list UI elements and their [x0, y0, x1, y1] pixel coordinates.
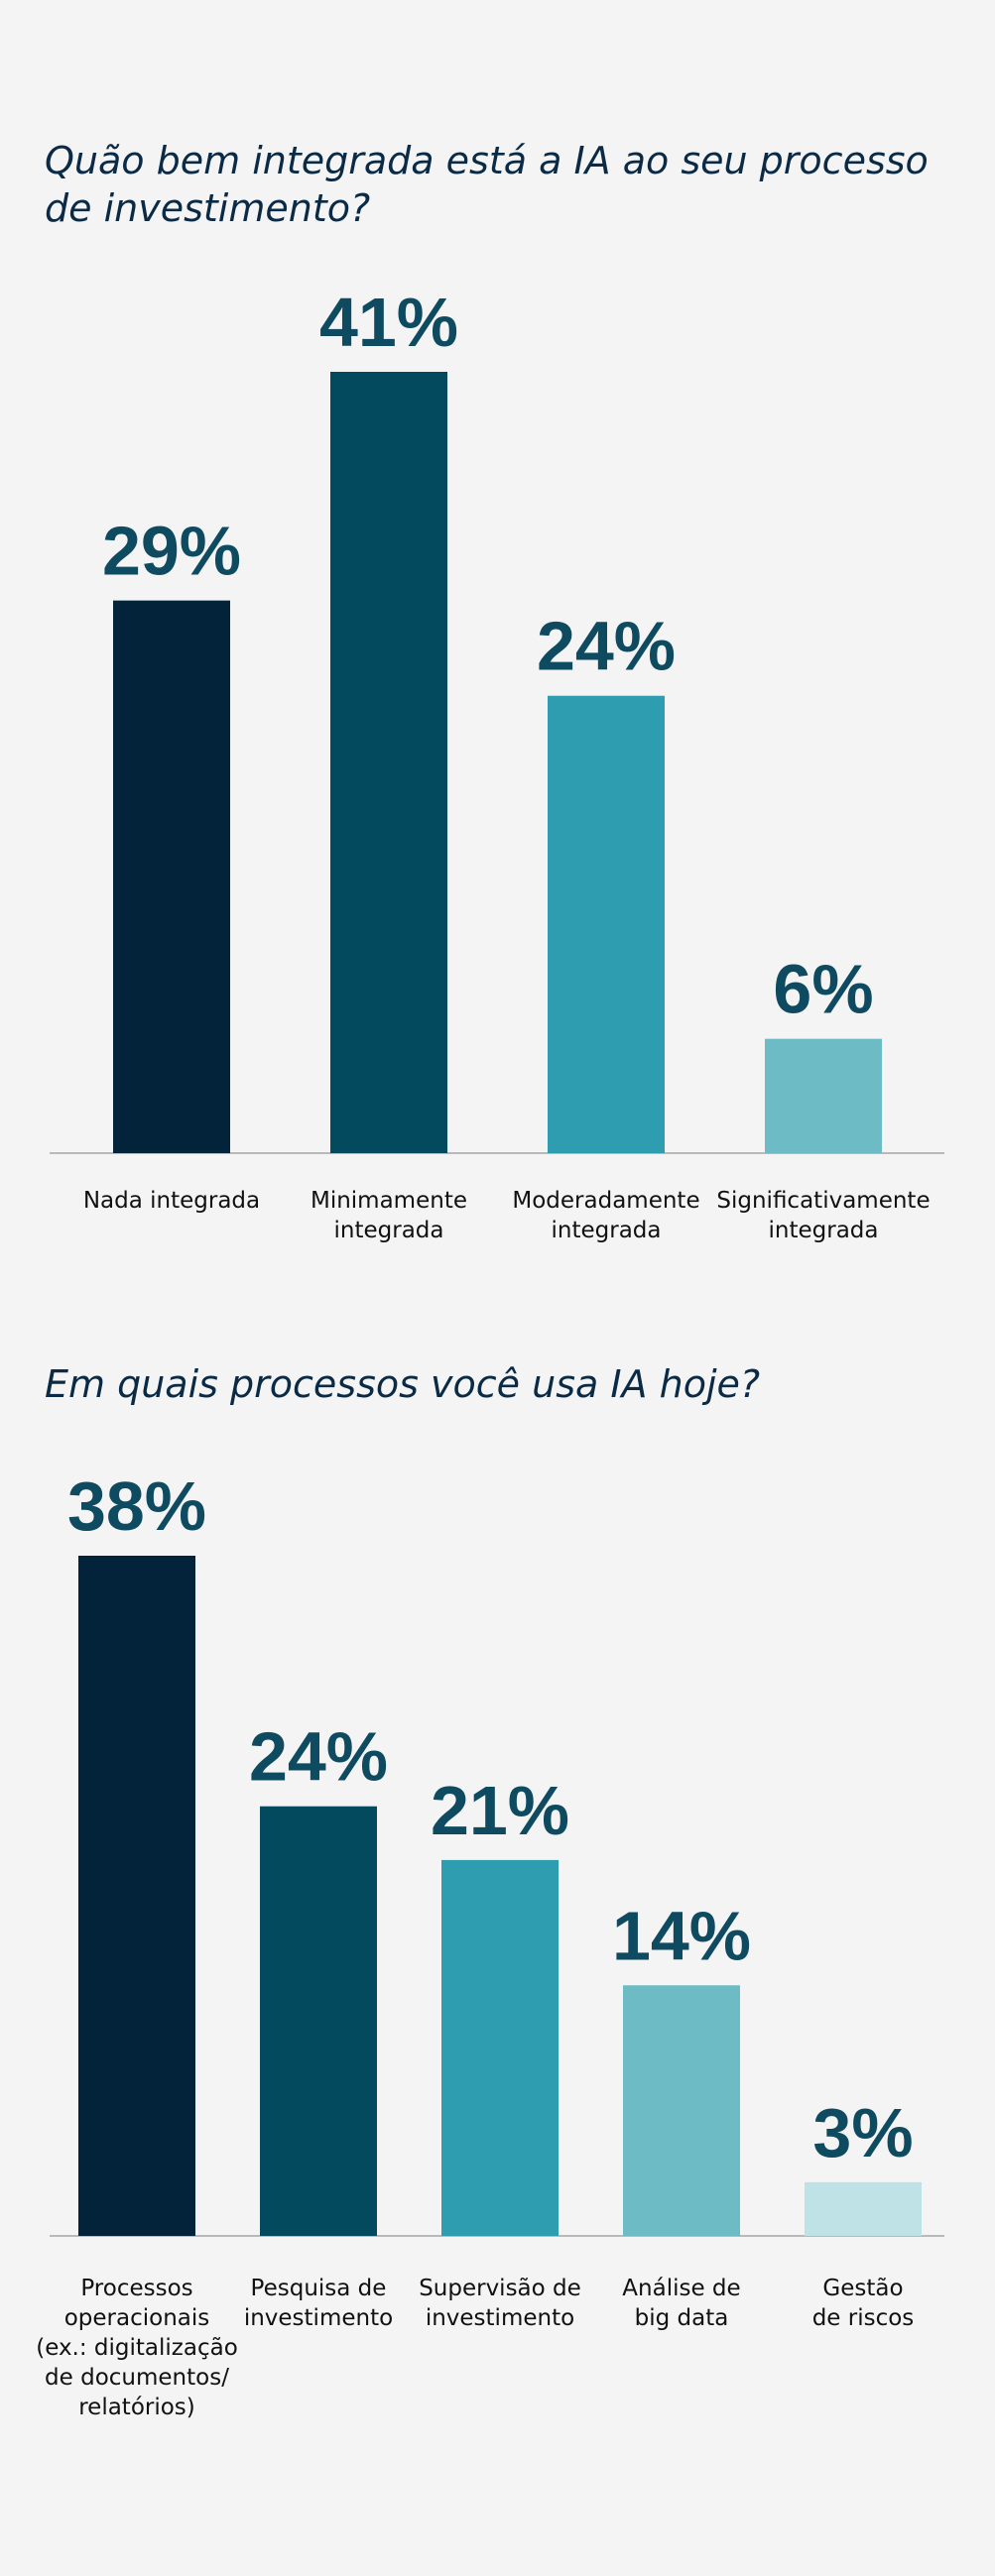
bar-4 — [623, 1985, 740, 2236]
category-label-line: Supervisão de — [419, 2276, 581, 2301]
category-label: Minimamente integrada — [311, 1188, 467, 1243]
category-label: Pesquisa de investimento — [244, 2276, 393, 2331]
bar-value-label: 41% — [319, 284, 458, 361]
category-label: Gestão de riscos — [812, 2276, 915, 2331]
category-label-line: investimento — [426, 2305, 574, 2331]
chart-2-title: Em quais processos você usa IA hoje? — [45, 1362, 761, 1406]
bar-2 — [330, 372, 447, 1153]
category-label-line: investimento — [244, 2305, 393, 2331]
category-label-line: operacionais — [64, 2305, 210, 2331]
category-label-line: Significativamente — [716, 1188, 930, 1214]
bar-value-label: 6% — [773, 951, 873, 1028]
bar-value-label: 21% — [431, 1772, 569, 1849]
chart-1-title: Quão bem integrada está a IA ao seu proc… — [45, 139, 929, 230]
bar-3 — [441, 1859, 559, 2236]
category-label: Análise de big data — [622, 2276, 740, 2331]
category-label-line: Minimamente — [311, 1188, 467, 1214]
bar-value-label: 14% — [612, 1897, 751, 1974]
category-label-line: Moderadamente — [512, 1188, 699, 1214]
bar-value-label: 38% — [67, 1467, 206, 1545]
bar-1 — [113, 600, 230, 1153]
bar-1 — [78, 1556, 195, 2236]
category-label-line: Pesquisa de — [251, 2276, 387, 2301]
bar-value-label: 3% — [812, 2094, 913, 2171]
category-label: Significativamente integrada — [716, 1188, 930, 1243]
bar-5 — [805, 2181, 922, 2236]
category-label-line: integrada — [334, 1218, 444, 1243]
category-label: Nada integrada — [83, 1188, 260, 1214]
bar-value-label: 24% — [537, 608, 676, 685]
category-label-line: Gestão — [822, 2276, 903, 2301]
category-label-line: de riscos — [812, 2305, 915, 2331]
category-label-line: Processos — [80, 2276, 192, 2301]
bar-3 — [548, 695, 665, 1153]
category-label: Moderadamente integrada — [512, 1188, 699, 1243]
category-label-line: integrada — [552, 1218, 662, 1243]
category-label-line: Análise de — [622, 2276, 740, 2301]
chart-1-integration-level: 29% Nada integrada 41% Minimamente integrada… — [50, 284, 944, 1243]
bar-2 — [260, 1806, 377, 2236]
category-label-line: relatórios) — [78, 2395, 195, 2420]
category-label-line: Nada integrada — [83, 1188, 260, 1214]
category-label-line: (ex.: digitalização — [36, 2335, 238, 2361]
bar-4 — [765, 1038, 882, 1153]
category-label: Processos operacionais (ex.: digitalização… — [36, 2276, 238, 2420]
category-label: Supervisão de investimento — [419, 2276, 581, 2331]
category-label-line: big data — [635, 2305, 729, 2331]
bar-value-label: 29% — [102, 513, 241, 590]
category-label-line: de documentos/ — [45, 2365, 229, 2391]
bar-value-label: 24% — [249, 1718, 388, 1796]
category-label-line: integrada — [769, 1218, 879, 1243]
